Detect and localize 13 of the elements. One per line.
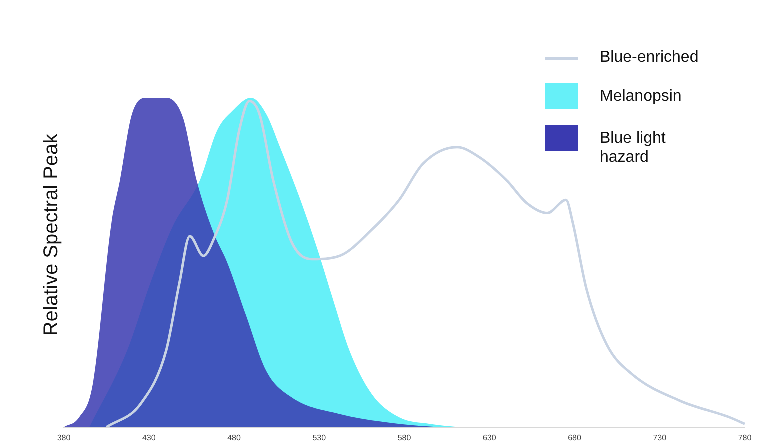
legend-label: Blue light hazard	[600, 129, 667, 167]
x-tick-label: 630	[482, 433, 497, 442]
x-tick-label: 730	[653, 433, 668, 442]
y-axis-title: Relative Spectral Peak	[40, 132, 63, 336]
legend-label: Blue-enriched	[600, 48, 700, 67]
x-tick-label: 580	[398, 433, 412, 442]
legend-label: Melanopsin	[600, 87, 683, 106]
x-tick-label: 380	[57, 433, 72, 442]
x-tick-label: 780	[738, 433, 752, 442]
x-tick-label: 530	[312, 433, 327, 442]
x-tick-label: 680	[568, 433, 582, 442]
x-tick-label: 430	[142, 433, 156, 442]
x-tick-label: 480	[228, 433, 242, 442]
